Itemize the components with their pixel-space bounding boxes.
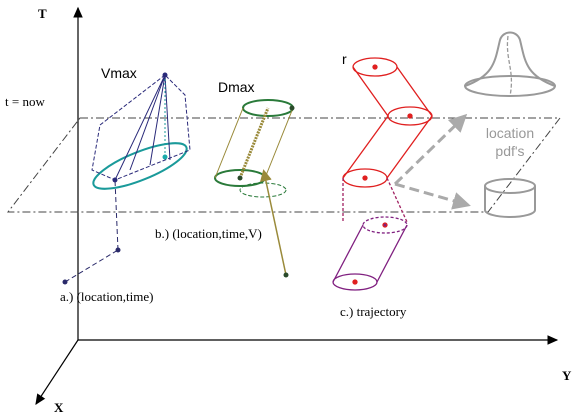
dmax-label: Dmax	[218, 79, 255, 95]
t-axis-label: T	[38, 6, 47, 21]
pdf-shapes	[393, 31, 556, 218]
r-label: r	[342, 51, 347, 67]
x-axis-label: X	[54, 400, 64, 415]
caption-b: b.) (location,time,V)	[155, 226, 262, 241]
caption-c: c.) trajectory	[340, 304, 407, 319]
time-plane-label: t = now	[5, 94, 45, 109]
point-b	[115, 247, 121, 253]
dmax-shape	[214, 99, 295, 278]
y-axis-label: Y	[562, 368, 572, 383]
trajectory	[332, 57, 433, 291]
vmax-label: Vmax	[101, 65, 137, 81]
pdf-label: location	[486, 125, 534, 141]
caption-a: a.) (location,time)	[60, 289, 154, 304]
location-path	[64, 179, 119, 283]
vmax-shape	[91, 72, 191, 190]
pdf-label: pdf's	[495, 143, 524, 159]
point-a	[62, 279, 68, 285]
time-plane	[6, 117, 562, 213]
axes	[35, 6, 559, 406]
